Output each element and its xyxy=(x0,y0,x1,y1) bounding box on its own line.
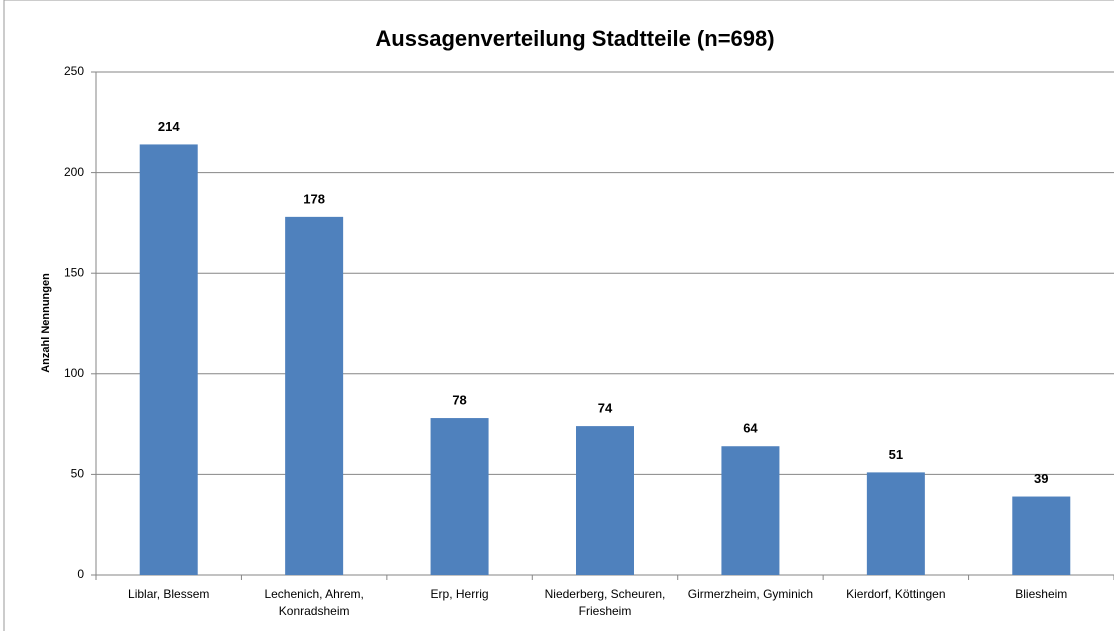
data-label: 39 xyxy=(1034,471,1048,486)
y-tick-label: 200 xyxy=(64,165,84,179)
bar xyxy=(139,144,198,575)
x-tick-label: Kierdorf, Köttingen xyxy=(846,587,946,601)
bar xyxy=(285,216,344,575)
chart-border xyxy=(3,0,1114,631)
data-label: 51 xyxy=(889,447,903,462)
x-tick-label: Lechenich, Ahrem, Konradsheim xyxy=(264,587,364,618)
y-axis-label: Anzahl Nennungen xyxy=(40,273,52,373)
bar xyxy=(721,446,780,575)
data-label: 74 xyxy=(598,401,613,416)
y-tick-label: 150 xyxy=(64,265,84,279)
data-label: 64 xyxy=(743,421,758,436)
data-label: 178 xyxy=(303,191,325,206)
x-tick-label: Liblar, Blessem xyxy=(128,587,210,601)
chart-title: Aussagenverteilung Stadtteile (n=698) xyxy=(375,26,774,51)
x-tick-label: Erp, Herrig xyxy=(430,587,489,601)
y-tick-label: 250 xyxy=(64,64,84,78)
bar xyxy=(576,426,634,575)
y-tick-label: 100 xyxy=(64,366,84,380)
y-tick-label: 50 xyxy=(71,467,85,481)
x-tick-label: Niederberg, Scheuren, Friesheim xyxy=(544,587,666,618)
x-tick-label: Bliesheim xyxy=(1015,587,1068,601)
bar xyxy=(430,418,489,575)
data-label: 214 xyxy=(158,119,180,134)
bar xyxy=(866,472,925,575)
x-tick-label: Girmerzheim, Gyminich xyxy=(687,587,814,601)
data-label: 78 xyxy=(452,393,466,408)
y-tick-label: 0 xyxy=(77,567,84,581)
bar xyxy=(1012,496,1071,575)
